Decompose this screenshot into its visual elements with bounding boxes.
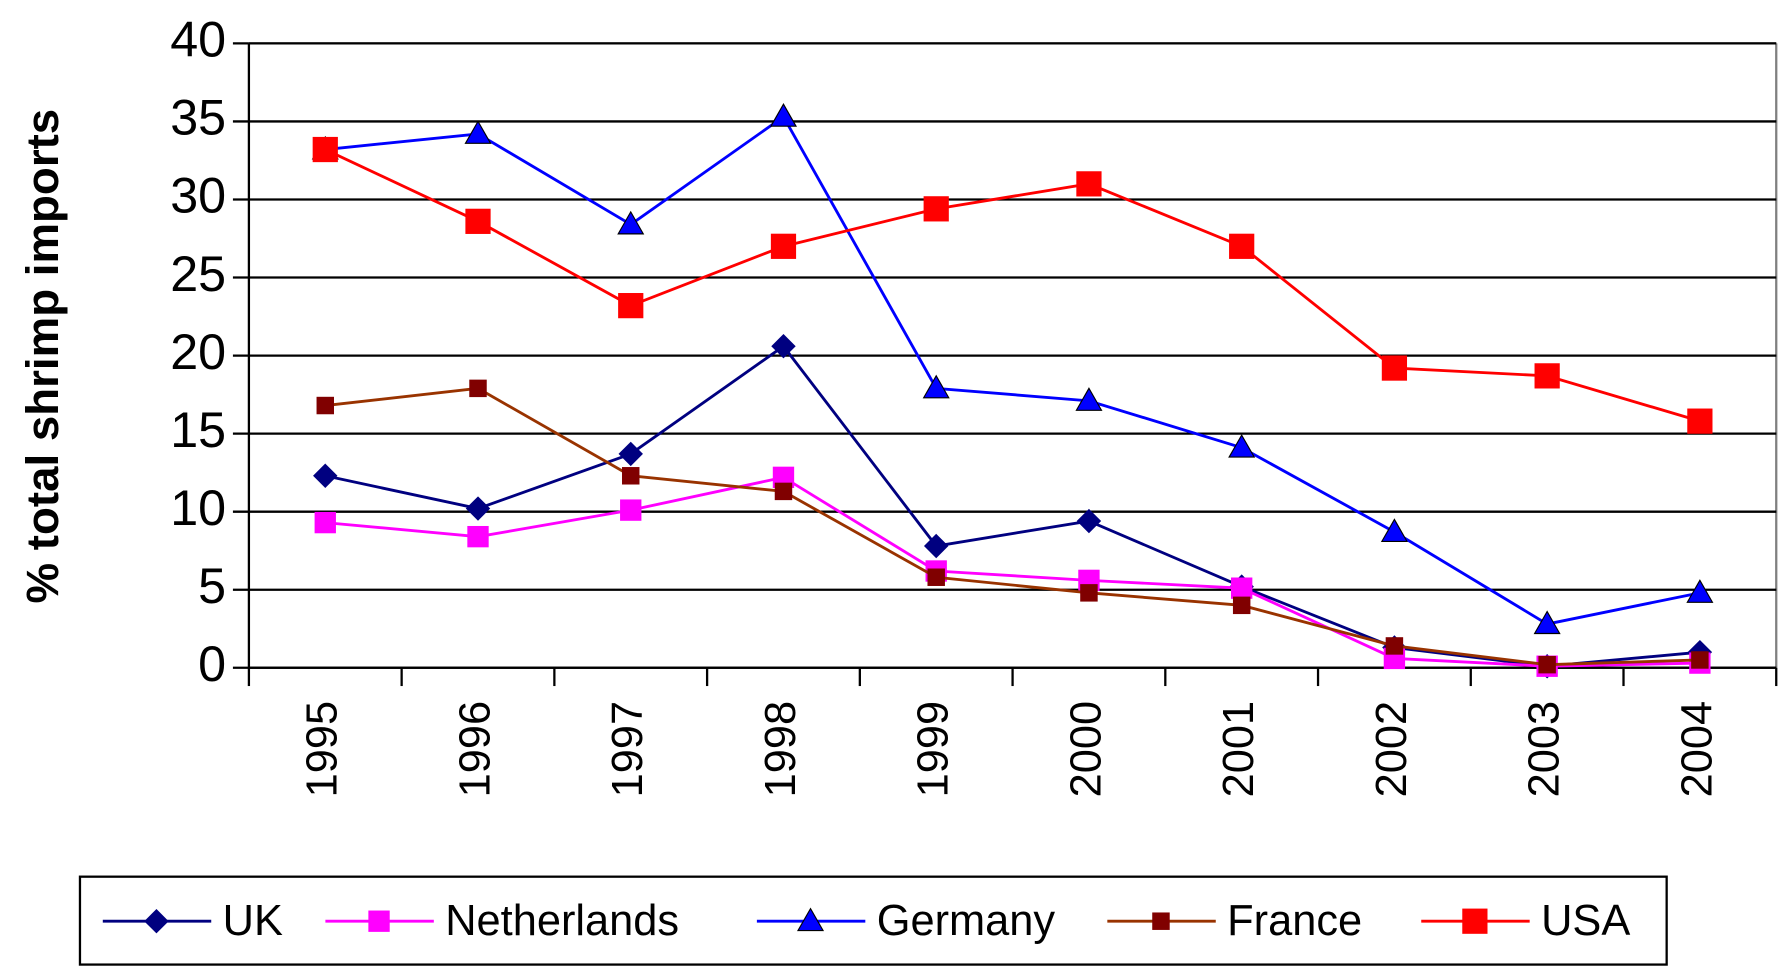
- data-point: [1075, 387, 1103, 411]
- y-tick-label: 20: [170, 324, 226, 380]
- data-point: [467, 525, 489, 548]
- data-point: [1687, 408, 1713, 434]
- data-point: [1538, 655, 1556, 674]
- legend-label: Germany: [877, 897, 1056, 945]
- y-tick-label: 35: [170, 90, 226, 146]
- legend-marker: [144, 908, 169, 934]
- data-point: [771, 333, 796, 359]
- x-tick-label: 2001: [1215, 701, 1263, 797]
- x-tick-label: 1997: [604, 701, 652, 797]
- data-point: [1534, 363, 1560, 389]
- x-tick-label: 1998: [757, 701, 805, 797]
- data-point: [313, 463, 338, 488]
- data-point: [1533, 610, 1561, 635]
- x-tick-label: 2004: [1673, 701, 1721, 797]
- data-point: [770, 233, 797, 259]
- series-line: [324, 148, 1701, 423]
- legend-marker: [796, 907, 825, 932]
- x-tick-label: 1999: [910, 701, 958, 797]
- data-point: [922, 374, 950, 399]
- series-line: [325, 114, 1701, 626]
- data-point: [1076, 171, 1102, 197]
- legend-label: France: [1227, 897, 1362, 945]
- legend-label: USA: [1541, 897, 1630, 945]
- data-point: [465, 208, 491, 234]
- y-tick-label: 10: [170, 480, 226, 536]
- data-point: [1232, 596, 1251, 615]
- legend-label: UK: [223, 897, 283, 945]
- data-point: [769, 103, 798, 127]
- data-point: [617, 210, 645, 235]
- series-line: [325, 386, 1700, 667]
- data-point: [1691, 651, 1709, 669]
- x-tick-label: 1996: [451, 701, 499, 797]
- x-tick-label: 2000: [1062, 701, 1110, 797]
- y-tick-label: 15: [170, 402, 226, 458]
- y-tick-label: 5: [198, 558, 226, 614]
- data-point: [1229, 233, 1255, 259]
- data-point: [620, 499, 642, 521]
- data-point: [1231, 577, 1253, 599]
- series-line: [325, 475, 1700, 668]
- data-point: [1076, 508, 1102, 534]
- data-point: [464, 120, 492, 144]
- y-tick-label: 40: [170, 12, 226, 68]
- data-point: [465, 496, 491, 521]
- legend-label: Netherlands: [445, 897, 679, 945]
- y-tick-label: 0: [198, 636, 226, 692]
- data-point: [923, 196, 949, 222]
- data-point: [622, 467, 640, 485]
- data-point: [618, 441, 643, 467]
- data-point: [312, 136, 338, 163]
- data-point: [923, 533, 949, 559]
- data-point: [1380, 518, 1408, 542]
- legend-marker: [1462, 908, 1488, 934]
- data-point: [1228, 433, 1256, 458]
- data-point: [1080, 584, 1098, 602]
- data-point: [927, 568, 945, 586]
- legend-marker: [368, 910, 390, 932]
- data-point: [1381, 355, 1408, 381]
- data-point: [469, 379, 487, 398]
- y-tick-label: 25: [170, 246, 226, 302]
- series-line: [324, 344, 1701, 668]
- data-point: [314, 511, 336, 534]
- y-tick-label: 30: [170, 168, 226, 224]
- data-point: [1385, 637, 1404, 655]
- x-tick-label: 2002: [1368, 701, 1416, 797]
- x-tick-label: 2003: [1521, 701, 1569, 797]
- data-point: [316, 396, 335, 415]
- x-tick-label: 1995: [299, 701, 347, 797]
- y-axis-title: % total shrimp imports: [17, 109, 68, 604]
- data-point: [618, 293, 644, 319]
- data-point: [1686, 579, 1714, 603]
- legend-marker: [1152, 912, 1170, 930]
- data-point: [774, 482, 793, 501]
